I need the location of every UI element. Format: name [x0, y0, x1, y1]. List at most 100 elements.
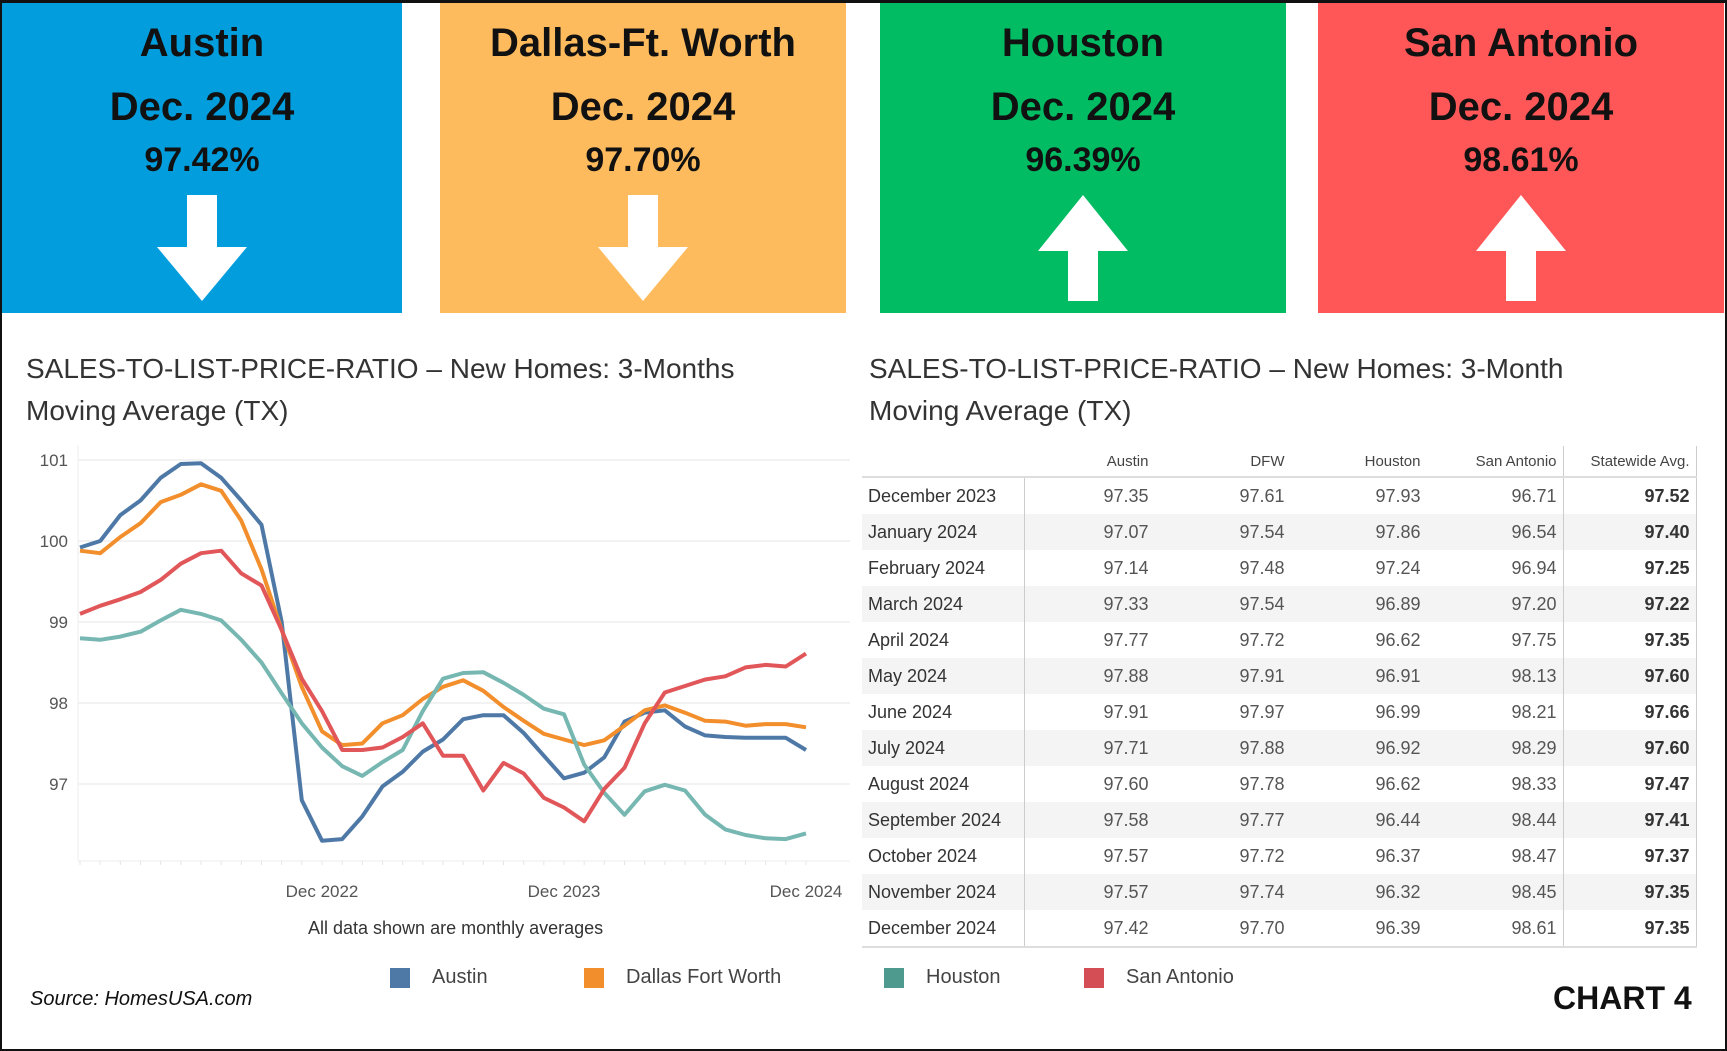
table-row: November 2024 97.57 97.74 96.32 98.45 97.35 — [862, 874, 1697, 910]
chart-title-line2: Moving Average (TX) — [26, 395, 289, 426]
legend-swatch — [584, 967, 604, 988]
legend-swatch — [390, 967, 410, 988]
cell-dfw: 97.72 — [1239, 629, 1285, 650]
header-statewide-avg: Statewide Avg. — [1562, 446, 1697, 478]
table-title: SALES-TO-LIST-PRICE-RATIO – New Homes: 3… — [869, 348, 1563, 432]
kpi-card-dfw: Dallas-Ft. Worth Dec. 2024 97.70% — [440, 3, 846, 313]
cell-houston: 96.37 — [1375, 845, 1421, 866]
cell-san-antonio: 98.61 — [1426, 910, 1563, 948]
cell-houston: 97.86 — [1290, 514, 1427, 550]
cell-austin: 97.14 — [1103, 557, 1149, 578]
legend-item-dallas-fort-worth: Dallas Fort Worth — [584, 966, 781, 989]
cell-austin: 97.60 — [1103, 773, 1149, 794]
legend-item-san-antonio: San Antonio — [1084, 966, 1234, 989]
cell-dfw: 97.97 — [1239, 701, 1285, 722]
source-note: Source: HomesUSA.com — [30, 988, 253, 1010]
cell-austin: 97.77 — [1103, 629, 1149, 650]
cell-dfw: 97.48 — [1239, 557, 1285, 578]
cell-austin: 97.57 — [1024, 874, 1155, 910]
cell-dfw: 97.77 — [1154, 802, 1291, 838]
table-row: September 2024 97.58 97.77 96.44 98.44 97.41 — [862, 802, 1697, 838]
chart-title-line1: SALES-TO-LIST-PRICE-RATIO – New Homes: 3… — [26, 353, 735, 384]
cell-dfw: 97.72 — [1239, 845, 1285, 866]
series-line-houston — [79, 607, 807, 842]
cell-san-antonio: 98.47 — [1511, 845, 1557, 866]
cell-statewide-avg: 97.35 — [1562, 874, 1697, 910]
card-city: Dallas-Ft. Worth — [490, 21, 796, 65]
row-month: December 2024 — [862, 910, 1025, 948]
cell-houston: 96.44 — [1290, 802, 1427, 838]
card-city: Houston — [1001, 21, 1165, 65]
legend-label: San Antonio — [1126, 966, 1234, 988]
cell-san-antonio: 98.21 — [1511, 701, 1557, 722]
cell-san-antonio: 96.71 — [1511, 485, 1557, 506]
chart-note: All data shown are monthly averages — [308, 918, 604, 938]
row-month: April 2024 — [862, 622, 1025, 658]
y-axis: 97 98 99 100 101 — [40, 451, 68, 794]
series-line-san-antonio — [79, 548, 808, 824]
table-row: June 2024 97.91 97.97 96.99 98.21 97.66 — [862, 694, 1697, 730]
x-tick-label: Dec 2023 — [528, 882, 601, 900]
cell-statewide-avg: 97.60 — [1562, 730, 1697, 766]
card-value: 96.39% — [1025, 141, 1141, 179]
cell-houston: 96.62 — [1375, 773, 1421, 794]
cell-austin: 97.07 — [1024, 514, 1155, 550]
row-month: June 2024 — [862, 694, 1025, 730]
cell-houston: 96.39 — [1290, 910, 1427, 948]
cell-austin: 97.58 — [1024, 802, 1155, 838]
cell-houston: 96.92 — [1290, 730, 1427, 766]
card-value: 98.61% — [1463, 141, 1579, 179]
cell-dfw: 97.74 — [1154, 874, 1291, 910]
cell-statewide-avg: 97.40 — [1562, 514, 1697, 550]
header-san-antonio: San Antonio — [1426, 446, 1563, 478]
cell-san-antonio: 98.33 — [1511, 773, 1557, 794]
table-row: August 2024 97.60 97.78 96.62 98.33 97.47 — [862, 766, 1697, 802]
card-city: Austin — [139, 21, 265, 65]
cell-austin: 97.88 — [1024, 658, 1155, 694]
y-tick-label: 97 — [49, 775, 68, 794]
row-month: August 2024 — [862, 766, 1025, 802]
x-axis: Dec 2022 Dec 2023 Dec 2024 — [79, 860, 842, 900]
cell-san-antonio: 98.45 — [1426, 874, 1563, 910]
cell-statewide-avg: 97.52 — [1562, 477, 1697, 514]
cell-statewide-avg: 97.25 — [1562, 550, 1697, 586]
cell-san-antonio: 98.13 — [1426, 658, 1563, 694]
table-row: April 2024 97.77 97.72 96.62 97.75 97.35 — [862, 622, 1697, 658]
table-row: July 2024 97.71 97.88 96.92 98.29 97.60 — [862, 730, 1697, 766]
cell-houston: 96.89 — [1290, 586, 1427, 622]
cell-dfw: 97.54 — [1154, 586, 1291, 622]
kpi-card-houston: Houston Dec. 2024 96.39% — [880, 3, 1286, 313]
cell-san-antonio: 98.29 — [1426, 730, 1563, 766]
cell-statewide-avg: 97.37 — [1562, 838, 1697, 874]
table-row: January 2024 97.07 97.54 97.86 96.54 97.40 — [862, 514, 1697, 550]
header-month — [862, 446, 1025, 478]
gridlines — [77, 445, 850, 862]
arrow-up-icon — [1476, 195, 1566, 301]
cell-houston: 97.24 — [1375, 557, 1421, 578]
card-city: San Antonio — [1403, 21, 1639, 65]
cell-houston: 96.32 — [1290, 874, 1427, 910]
row-month: July 2024 — [862, 730, 1025, 766]
legend-label: Houston — [926, 966, 1001, 988]
y-tick-label: 101 — [40, 451, 68, 470]
cell-dfw: 97.88 — [1154, 730, 1291, 766]
card-value: 97.70% — [585, 141, 701, 179]
kpi-card-san-antonio: San Antonio Dec. 2024 98.61% — [1318, 3, 1724, 313]
cell-houston: 96.91 — [1290, 658, 1427, 694]
row-month: February 2024 — [862, 550, 1025, 586]
row-month: May 2024 — [862, 658, 1025, 694]
cell-austin: 97.71 — [1024, 730, 1155, 766]
table-row: March 2024 97.33 97.54 96.89 97.20 97.22 — [862, 586, 1697, 622]
ratio-table: Austin DFW Houston San Antonio Statewide… — [862, 446, 1697, 948]
cell-san-antonio: 97.20 — [1426, 586, 1563, 622]
cell-houston: 96.99 — [1375, 701, 1421, 722]
table-title-line2: Moving Average (TX) — [869, 395, 1132, 426]
series-line-dallas-fort-worth — [79, 482, 807, 748]
series-lines — [79, 461, 808, 843]
cell-statewide-avg: 97.41 — [1562, 802, 1697, 838]
y-tick-label: 98 — [49, 694, 68, 713]
table-title-line1: SALES-TO-LIST-PRICE-RATIO – New Homes: 3… — [869, 353, 1564, 384]
cell-san-antonio: 98.44 — [1426, 802, 1563, 838]
cell-houston: 97.93 — [1375, 485, 1421, 506]
legend-item-houston: Houston — [884, 966, 1001, 989]
